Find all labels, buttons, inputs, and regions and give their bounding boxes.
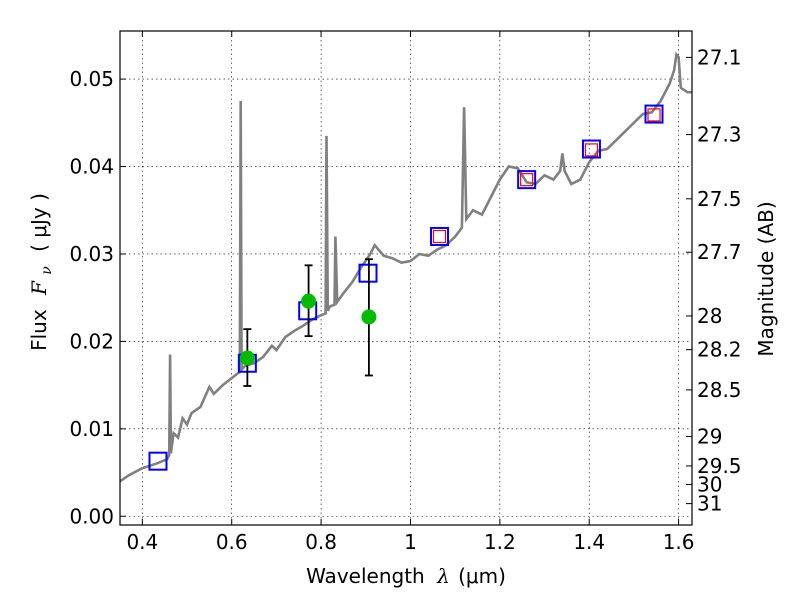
mag-tick-label: 27.7	[697, 240, 742, 264]
model-photometry-square	[148, 451, 168, 471]
y-tick-label: 0.01	[69, 417, 114, 441]
plot-frame	[119, 30, 693, 526]
model-photometry-square	[644, 104, 664, 124]
y-tick-label: 0.02	[69, 329, 114, 353]
observed-point	[361, 258, 377, 377]
series-layer	[120, 51, 692, 483]
y2-axis-label: Magnitude (AB)	[754, 201, 778, 356]
mag-tick-label: 29.5	[697, 454, 742, 478]
y-tick-label: 0.00	[69, 504, 114, 528]
mag-tick-label: 30	[697, 473, 722, 497]
x-tick-label: 0.8	[305, 530, 337, 554]
y-tick-label: 0.04	[69, 155, 114, 179]
x-tick-label: 0.6	[216, 530, 248, 554]
observed-marker	[361, 309, 377, 325]
spectrum-line	[120, 51, 692, 483]
mag-tick-label: 28.5	[697, 378, 742, 402]
y-tick-label: 0.03	[69, 242, 114, 266]
model-photometry-square	[581, 139, 601, 159]
y-axis-label: Flux F ν ( μJy )	[27, 193, 56, 351]
model-photometry-square-red	[520, 173, 534, 187]
x-tick-label: 1	[404, 530, 417, 554]
axes: 0.4 0.6 0.8 1 1.2 1.4 1.6 0.00 0.01 0.02 0.03 0.04 0…	[69, 31, 742, 554]
mag-tick-label: 31	[697, 492, 722, 516]
grid-lines	[120, 31, 692, 525]
observed-marker	[301, 293, 317, 309]
model-photometry-square-red	[432, 229, 447, 244]
model-photometry-square	[430, 226, 450, 246]
observed-point	[239, 328, 255, 387]
mag-tick-label: 28.2	[697, 338, 742, 362]
mag-tick-label: 27.1	[697, 45, 742, 69]
model-photometry-square-red	[647, 108, 661, 122]
x-axis-label: Wavelength λ (μm)	[306, 564, 506, 588]
x-tick-label: 0.4	[126, 530, 158, 554]
mag-tick-label: 27.5	[697, 187, 742, 211]
model-photometry-square-red	[584, 143, 599, 157]
mag-tick-label: 27.3	[697, 123, 742, 147]
y-tick-label: 0.05	[69, 67, 114, 91]
mag-tick-label: 29	[697, 425, 722, 449]
x-tick-label: 1.4	[573, 530, 605, 554]
mag-tick-label: 28	[697, 304, 722, 328]
x-tick-label: 1.2	[484, 530, 516, 554]
x-tick-label: 1.6	[663, 530, 695, 554]
observed-point	[301, 264, 317, 338]
model-photometry-square	[517, 170, 537, 190]
observed-marker	[239, 350, 255, 366]
